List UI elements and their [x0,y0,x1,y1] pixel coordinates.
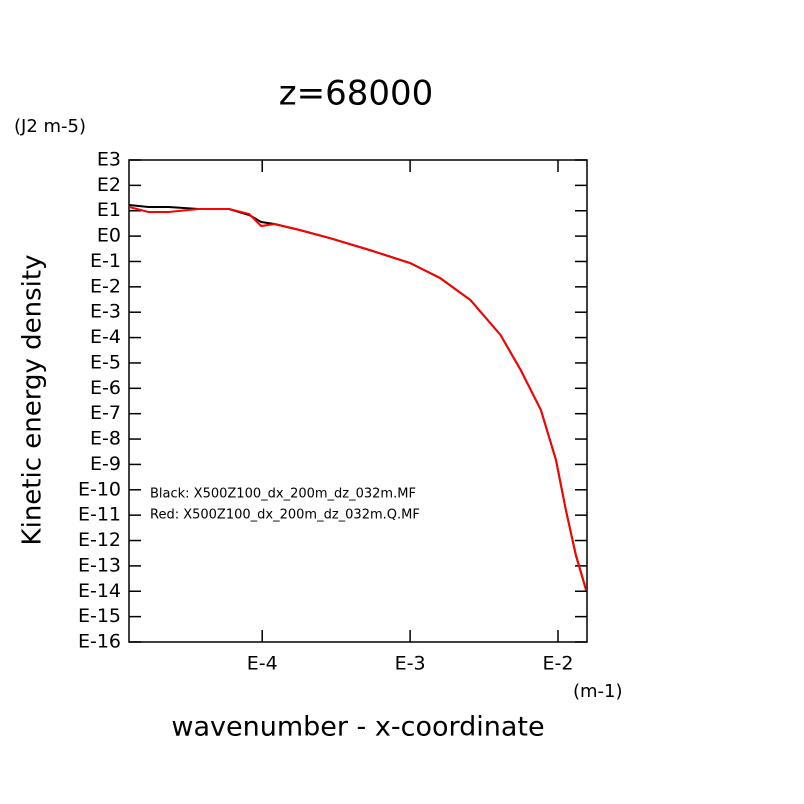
y-tick-label: E0 [97,225,121,247]
y-tick-label: E1 [97,199,121,221]
series-line [128,206,588,591]
x-unit: (m-1) [573,681,623,702]
y-tick-label: E-2 [90,275,121,297]
y-tick-label: E-15 [78,605,121,627]
x-axis-label: wavenumber - x-coordinate [171,712,544,743]
x-tick-label: E-2 [543,653,574,675]
plot-frame [128,159,588,643]
series-line [129,204,588,591]
y-tick-label: E-14 [78,580,121,602]
chart-title: z=68000 [279,74,434,114]
y-unit: (J2 m-5) [14,116,86,137]
y-tick-label: E-11 [78,504,121,526]
x-tick-label: E-4 [247,653,278,675]
y-tick-label: E-5 [90,351,121,373]
x-tick-label: E-3 [395,653,426,675]
annotation: Black: X500Z100_dx_200m_dz_032m.MF [150,487,416,502]
y-tick-label: E-12 [78,529,121,551]
y-tick-label: E2 [97,174,121,196]
y-tick-label: E-1 [90,250,121,272]
y-tick-label: E3 [97,149,121,171]
y-tick-label: E-9 [90,453,121,475]
y-tick-label: E-6 [90,377,121,399]
y-tick-label: E-10 [78,478,121,500]
y-tick-label: E-7 [90,402,121,424]
y-tick-label: E-16 [78,631,121,653]
y-tick-label: E-4 [90,326,121,348]
y-tick-label: E-8 [90,428,121,450]
annotation: Red: X500Z100_dx_200m_dz_032m.Q.MF [150,508,420,523]
y-tick-label: E-3 [90,301,121,323]
y-tick-label: E-13 [78,554,121,576]
y-axis-label: Kinetic energy density [18,255,48,546]
